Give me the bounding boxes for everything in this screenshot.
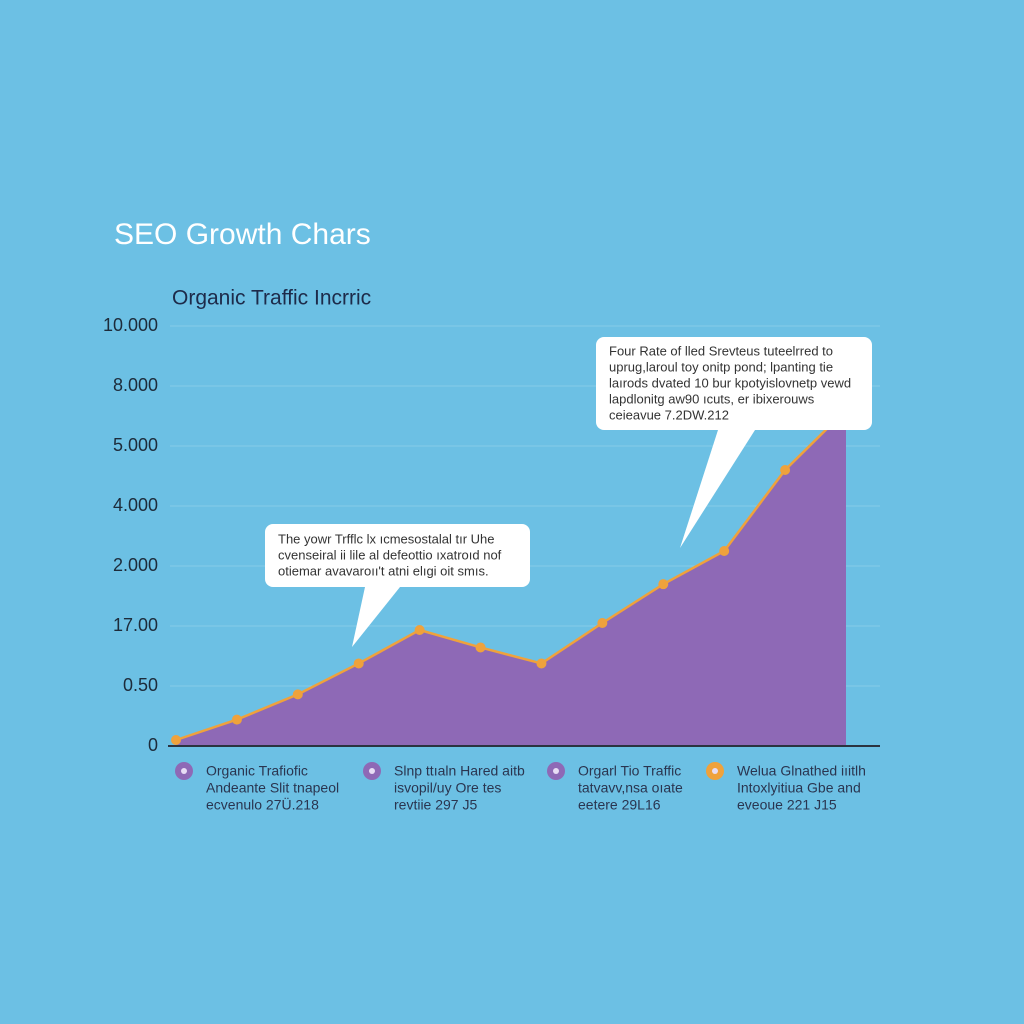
- callout-text: otiemar avavaroıı't atni elıgi oit smıs.: [278, 563, 489, 578]
- legend-text: ecvenulo 27Ü.218: [206, 796, 319, 813]
- point: [292, 689, 303, 700]
- point: [171, 735, 181, 745]
- callout-text: cvenseiral ii lile al defeottio ıxatroıd…: [278, 547, 502, 562]
- callout: Four Rate of lled Srevteus tuteelrred to…: [596, 337, 872, 548]
- line: [175, 409, 847, 742]
- legend-text: Andeante Slit tnapeol: [206, 780, 339, 796]
- legend-text: revtiie 297 J5: [394, 797, 477, 813]
- area: [176, 410, 846, 746]
- chart-subtitle: Organic Traffic Incrric: [172, 287, 371, 310]
- callout-text: The yowr Trfflc lx ıcmesostalal tır Uhe: [278, 531, 495, 546]
- callout-text: ceieavue 7.2DW.212: [609, 407, 729, 422]
- callout: The yowr Trfflc lx ıcmesostalal tır Uhec…: [265, 524, 530, 647]
- y-tick-label: 8.000: [113, 375, 158, 395]
- point: [414, 625, 425, 635]
- callout-text: lapdlonitg aw90 ıcuts, er ibixerouws: [609, 391, 815, 406]
- callout-text: Four Rate of lled Srevteus tuteelrred to: [609, 343, 833, 358]
- point: [536, 658, 547, 669]
- point: [475, 642, 486, 653]
- legend-swatch-dot: [553, 768, 559, 774]
- chart-title: SEO Growth Chars: [114, 218, 371, 251]
- legend-text: Slnp ttıaln Hared aitb: [394, 763, 525, 779]
- y-tick-label: 4.000: [113, 495, 158, 515]
- callout-box: [265, 524, 530, 587]
- point: [780, 465, 791, 475]
- legend-text: tatvavv,nsa oıate: [578, 780, 683, 796]
- y-tick-label: 0: [148, 735, 158, 755]
- callout-text: laırods dvated 10 bur kpotyislovnetp vew…: [609, 375, 851, 390]
- y-tick-label: 0.50: [123, 675, 158, 695]
- legend-text: Organic Trafiofic: [206, 763, 308, 779]
- legend-swatch-dot: [181, 768, 187, 774]
- callout-tail: [352, 587, 400, 647]
- legend-text: Welua Glnathed iıitlh: [737, 763, 866, 779]
- legend-text: eetere 29L16: [578, 797, 661, 813]
- callout-tail: [680, 430, 755, 548]
- legend-text: Intoxlyitiua Gbe and: [737, 780, 861, 796]
- y-tick-label: 2.000: [113, 555, 158, 575]
- point: [719, 546, 730, 556]
- callout-box: [596, 337, 872, 430]
- legend-text: eveoue 221 J15: [737, 797, 837, 813]
- callout-text: uprug,laroul toy onitp pond; lpanting ti…: [609, 359, 833, 374]
- legend-text: isvopil/uy Ore tes: [394, 780, 501, 796]
- point: [597, 618, 608, 629]
- point: [658, 579, 669, 590]
- point: [353, 658, 364, 669]
- y-tick-label: 17.00: [113, 615, 158, 635]
- point: [231, 714, 242, 725]
- legend-text: Orgarl Tio Traffic: [578, 763, 681, 779]
- y-tick-label: 5.000: [113, 435, 158, 455]
- legend-swatch-dot: [712, 768, 718, 774]
- y-tick-label: 10.000: [103, 315, 158, 335]
- legend-swatch-dot: [369, 768, 375, 774]
